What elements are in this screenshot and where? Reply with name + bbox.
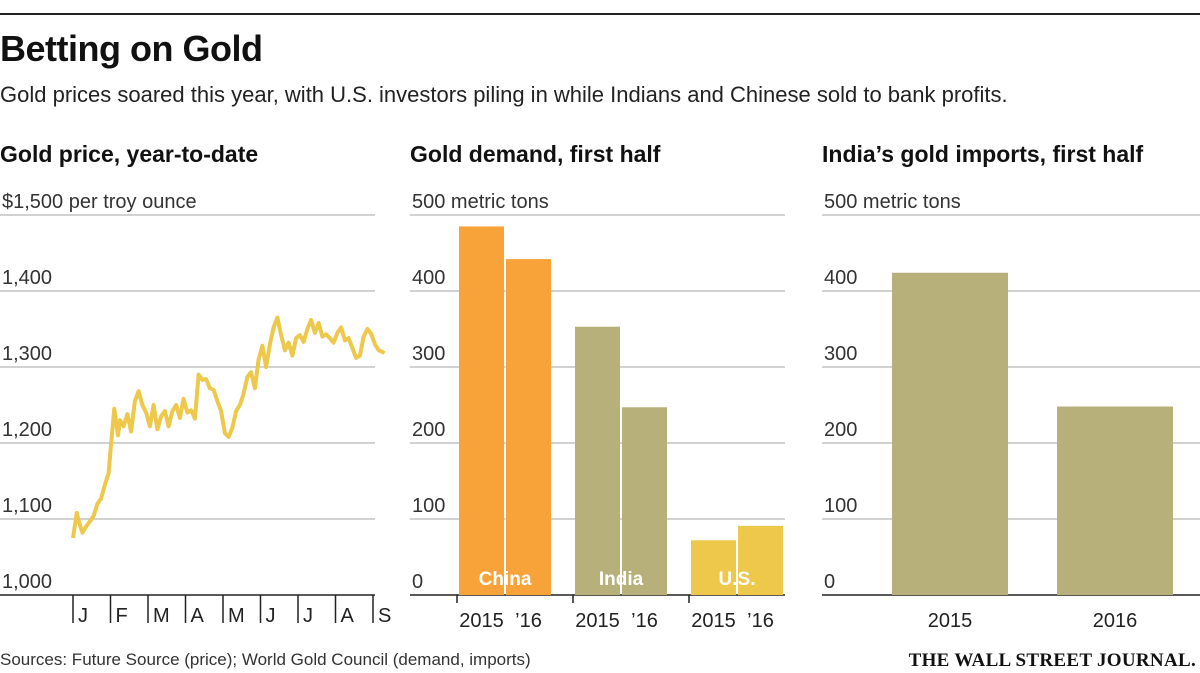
bar-india-2016 [622,407,667,595]
bar-group-label: U.S. [719,569,756,590]
chart-1-xtick-label: A [191,605,205,627]
chart-3-ytick-label: 200 [824,419,857,441]
chart-3-xtick-label: 2015 [928,610,973,632]
chart-1-ytick-label: $1,500 per troy ounce [2,191,197,213]
chart-2-xtick-label: ’16 [515,610,542,632]
bar-india-imports-2015 [892,272,1008,595]
sources-note: Sources: Future Source (price); World Go… [0,650,531,669]
chart-2-ytick-label: 0 [412,571,423,593]
chart-2-ytick-label: 500 metric tons [412,191,549,213]
chart-2-ytick-label: 200 [412,419,445,441]
chart-1-ytick-label: 1,400 [2,267,52,289]
page-subtitle: Gold prices soared this year, with U.S. … [0,82,1008,107]
chart-2-xtick-label: 2015 [691,610,736,632]
gold-price-line [71,315,386,539]
chart-1-title: Gold price, year-to-date [0,141,258,167]
chart-3-ytick-label: 0 [824,571,835,593]
publisher-logo: THE WALL STREET JOURNAL. [908,650,1196,671]
bar-india-imports-2016 [1057,406,1173,595]
chart-1-ytick-label: 1,300 [2,343,52,365]
chart-3-ytick-label: 300 [824,343,857,365]
chart-3-ytick-label: 400 [824,267,857,289]
chart-1-xtick-label: J [266,605,276,627]
bar-group-label: India [599,569,644,590]
chart-3-ytick-label: 100 [824,495,857,517]
chart-2-xtick-label: 2015 [575,610,620,632]
chart-1-xtick-label: J [78,605,88,627]
chart-1-xtick-label: M [153,605,170,627]
bar-us-2016 [738,525,783,595]
chart-1-xtick-label: F [116,605,128,627]
bar-india-2015 [575,326,620,595]
chart-1-xtick-label: S [378,605,391,627]
bar-us-2015 [691,540,736,595]
chart-2-ytick-label: 400 [412,267,445,289]
chart-3-title: India’s gold imports, first half [822,141,1144,167]
chart-3-ytick-label: 500 metric tons [824,191,961,213]
chart-2-title: Gold demand, first half [410,141,661,167]
chart-1-xtick-label: M [228,605,245,627]
page-title: Betting on Gold [0,28,263,69]
chart-1-ytick-label: 1,000 [2,571,52,593]
chart-2-ytick-label: 100 [412,495,445,517]
bar-china-2016 [506,259,551,595]
chart-1-xtick-label: A [341,605,355,627]
chart-1-xtick-label: J [303,605,313,627]
chart-3-xtick-label: 2016 [1093,610,1138,632]
chart-2-xtick-label: ’16 [747,610,774,632]
bar-china-2015 [459,226,504,595]
chart-2-xtick-label: 2015 [459,610,504,632]
bar-group-label: China [479,569,532,590]
top-rule [0,13,1200,15]
chart-2-xtick-label: ’16 [631,610,658,632]
chart-2-ytick-label: 300 [412,343,445,365]
chart-1-ytick-label: 1,200 [2,419,52,441]
chart-1-ytick-label: 1,100 [2,495,52,517]
